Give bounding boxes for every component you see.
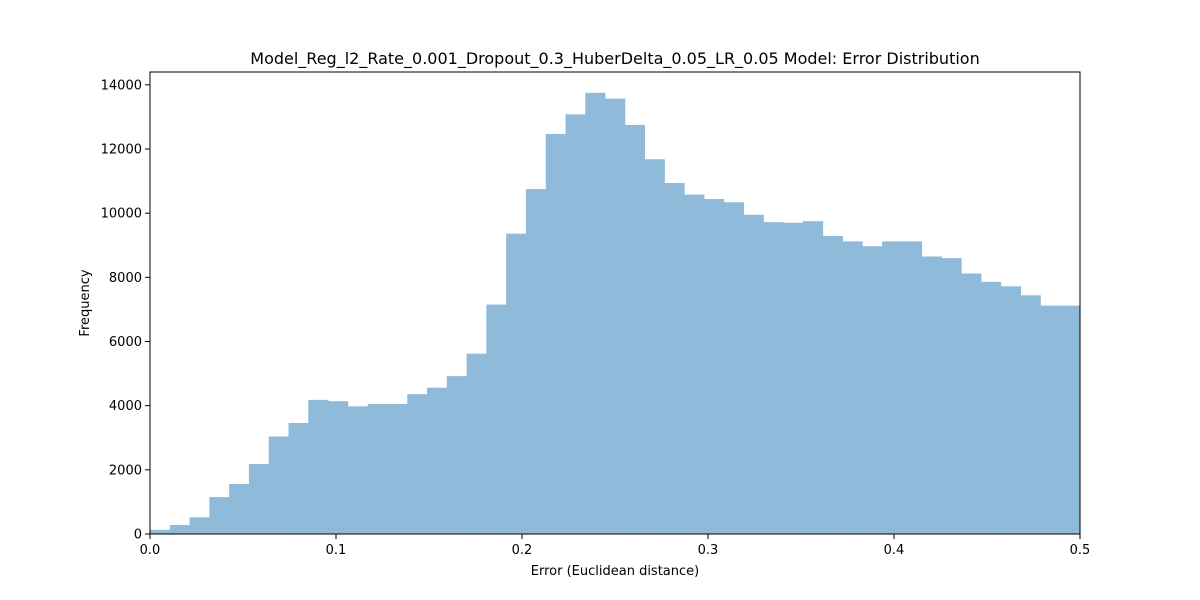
y-tick-label: 0 bbox=[134, 528, 142, 543]
histogram-bar bbox=[189, 517, 210, 534]
histogram-bars bbox=[150, 92, 1081, 535]
histogram-bar bbox=[308, 399, 329, 534]
histogram-bar bbox=[150, 529, 171, 534]
histogram-bar bbox=[901, 241, 923, 534]
histogram-bar bbox=[387, 404, 408, 534]
x-axis-label: Error (Euclidean distance) bbox=[531, 564, 699, 579]
histogram-bar bbox=[743, 214, 764, 535]
x-tick-label: 0.5 bbox=[1070, 543, 1091, 558]
plot-frame bbox=[149, 71, 1081, 535]
histogram-bar bbox=[842, 241, 863, 534]
histogram-bar bbox=[1020, 295, 1041, 534]
histogram-bar bbox=[684, 194, 705, 534]
histogram-bar bbox=[229, 483, 250, 534]
histogram-bar bbox=[961, 273, 982, 534]
histogram-bar bbox=[288, 422, 309, 534]
histogram-bar bbox=[802, 221, 824, 534]
histogram-bar bbox=[1040, 305, 1061, 534]
histogram-bar bbox=[822, 235, 843, 534]
histogram-bar bbox=[1060, 305, 1081, 534]
x-tick-label: 0.1 bbox=[326, 543, 347, 558]
histogram-bar bbox=[723, 202, 745, 534]
x-tick-label: 0.0 bbox=[140, 543, 161, 558]
histogram-bar bbox=[209, 497, 230, 534]
y-tick-label: 2000 bbox=[109, 463, 142, 478]
histogram-bar bbox=[328, 401, 349, 534]
histogram-bar bbox=[506, 233, 527, 534]
histogram-bar bbox=[268, 436, 289, 534]
histogram-bar bbox=[446, 376, 467, 534]
y-tick-label: 10000 bbox=[101, 207, 142, 222]
x-tick-label: 0.2 bbox=[512, 543, 533, 558]
y-tick-label: 14000 bbox=[101, 78, 142, 93]
histogram-bar bbox=[169, 525, 190, 534]
y-axis-ticks: 0 2000 4000 6000 8000 10000 12000 14000 bbox=[101, 78, 150, 543]
histogram-bar bbox=[486, 304, 507, 534]
histogram-bar bbox=[783, 222, 804, 534]
histogram-bar bbox=[565, 114, 586, 534]
histogram-bar bbox=[427, 387, 448, 534]
histogram-bar bbox=[704, 199, 725, 535]
histogram-bar bbox=[882, 241, 903, 534]
histogram-bar bbox=[862, 246, 883, 534]
histogram-bar bbox=[525, 189, 547, 534]
histogram-bar bbox=[921, 256, 942, 534]
histogram-bar bbox=[624, 124, 646, 534]
histogram-bar bbox=[466, 353, 487, 534]
x-tick-label: 0.4 bbox=[884, 543, 905, 558]
chart-title: Model_Reg_l2_Rate_0.001_Dropout_0.3_Hube… bbox=[250, 49, 979, 69]
y-axis-label: Frequency bbox=[78, 269, 93, 336]
histogram-bar bbox=[248, 464, 270, 534]
histogram-bar bbox=[367, 404, 388, 534]
x-tick-label: 0.3 bbox=[698, 543, 719, 558]
x-axis-ticks: 0.0 0.1 0.2 0.3 0.4 0.5 bbox=[140, 534, 1091, 558]
y-tick-label: 4000 bbox=[109, 399, 142, 414]
histogram-bar bbox=[941, 258, 962, 534]
y-tick-label: 8000 bbox=[109, 271, 142, 286]
y-tick-label: 12000 bbox=[101, 143, 142, 158]
histogram-bar bbox=[763, 222, 784, 534]
histogram-bar bbox=[585, 92, 606, 535]
histogram-bar bbox=[407, 394, 428, 534]
y-tick-label: 6000 bbox=[109, 335, 142, 350]
histogram-bar bbox=[347, 406, 369, 534]
histogram-bar bbox=[664, 183, 685, 534]
histogram-bar bbox=[981, 281, 1002, 534]
histogram-bar bbox=[545, 133, 566, 534]
histogram-bar bbox=[1000, 286, 1022, 534]
histogram-bar bbox=[605, 98, 626, 535]
histogram-bar bbox=[644, 159, 665, 534]
